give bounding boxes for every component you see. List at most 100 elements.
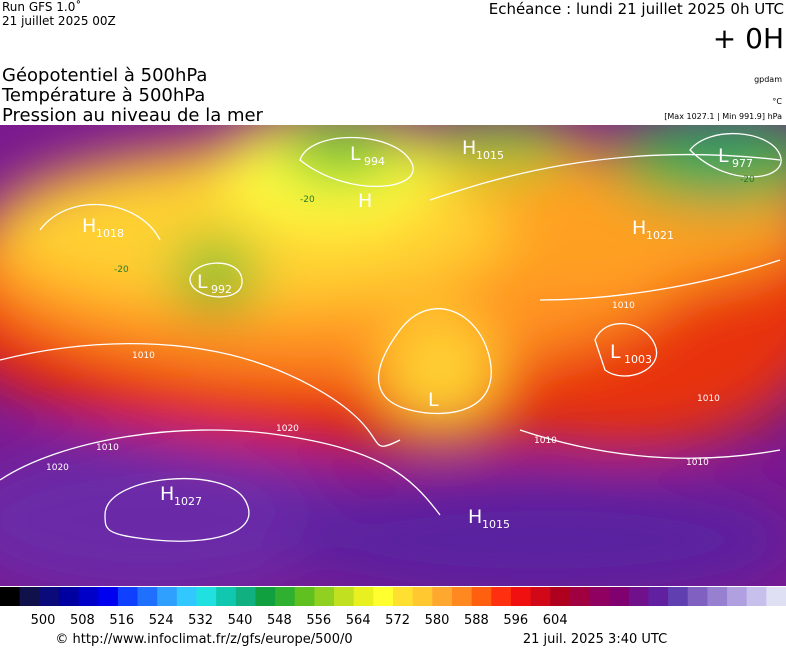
center-value: 992 [211, 283, 232, 296]
colorbar-swatch [334, 587, 355, 606]
colorbar-swatch [746, 587, 767, 606]
map [0, 125, 786, 586]
colorbar-swatch [648, 587, 669, 606]
minmax: [Max 1027.1 | Min 991.9] hPa [664, 112, 782, 121]
colorbar-swatch [216, 587, 237, 606]
colorbar-swatch [589, 587, 610, 606]
center-letter: L [718, 145, 729, 167]
center-letter: H [160, 483, 174, 505]
isobar-label: 1020 [46, 463, 69, 473]
isobars [0, 132, 782, 542]
colorbar-swatch [19, 587, 40, 606]
footer-url: © http://www.infoclimat.fr/z/gfs/europe/… [55, 632, 352, 647]
colorbar-swatch [137, 587, 158, 606]
isobar-label: 1020 [276, 424, 299, 434]
colorbar-swatch [58, 587, 80, 606]
colorbar-swatch [432, 587, 453, 606]
center-letter: L [428, 389, 439, 411]
colorbar-swatch [294, 587, 315, 606]
colorbar-swatch [628, 587, 649, 606]
colorbar-label: 572 [385, 613, 410, 628]
colorbar-swatch [530, 587, 551, 606]
colorbar-swatch [569, 587, 590, 606]
colorbar-swatch [707, 587, 728, 606]
offset: + 0H [713, 22, 784, 55]
colorbar-label: 508 [70, 613, 95, 628]
field: Géopotentiel à 500hPa [2, 65, 207, 86]
run: Run GFS 1.0˚ [2, 0, 81, 14]
isobar-label: 1010 [612, 301, 635, 311]
colorbar-label: 540 [228, 613, 253, 628]
isobar-label: 1010 [686, 458, 709, 468]
center-letter: H [358, 190, 372, 212]
colorbar-swatch [176, 587, 197, 606]
center-value: 1021 [646, 229, 674, 242]
colorbar-swatch [78, 587, 99, 606]
run-date: 21 juillet 2025 00Z [2, 14, 116, 28]
center-letter: H [632, 217, 646, 239]
center-value: 1018 [96, 227, 124, 240]
unit: °C [772, 97, 782, 106]
colorbar-swatch [766, 587, 786, 606]
colorbar-swatch [687, 587, 708, 606]
colorbar-swatch [235, 587, 256, 606]
colorbar-label: 524 [149, 613, 174, 628]
colorbar-label: 548 [267, 613, 292, 628]
colorbar-swatch [451, 587, 473, 606]
center-value: 1015 [476, 149, 504, 162]
footer-time: 21 juil. 2025 3:40 UTC [523, 632, 667, 647]
colorbar-swatch [373, 587, 394, 606]
colorbar-swatch [393, 587, 414, 606]
temp-label: -20 [114, 265, 129, 275]
center-letter: L [610, 341, 621, 363]
unit: gpdam [754, 75, 782, 84]
field-shading [0, 125, 786, 586]
colorbar-swatch [727, 587, 748, 606]
colorbar-label: 588 [464, 613, 489, 628]
colorbar-swatch [117, 587, 139, 606]
center-value: 1027 [174, 495, 202, 508]
colorbar-swatch [412, 587, 433, 606]
colorbar-swatch [353, 587, 374, 606]
field: Température à 500hPa [1, 85, 205, 106]
isobar-label: 1010 [534, 436, 557, 446]
center-value: 994 [364, 155, 385, 168]
colorbar-swatch [98, 587, 119, 606]
colorbar-label: 516 [109, 613, 134, 628]
center-value: 1003 [624, 353, 652, 366]
colorbar-swatch [471, 587, 492, 606]
center-letter: L [197, 271, 208, 293]
colorbar-swatch [196, 587, 217, 606]
colorbar-label: 604 [543, 613, 568, 628]
temp-label: -20 [300, 195, 315, 205]
echeance: Echéance : lundi 21 juillet 2025 0h UTC [489, 0, 784, 18]
center-value: 977 [732, 157, 753, 170]
center-letter: H [82, 215, 96, 237]
field: Pression au niveau de la mer [2, 105, 264, 126]
colorbar-label: 500 [31, 613, 56, 628]
colorbar-swatch [491, 587, 512, 606]
colorbar-swatch [157, 587, 178, 606]
colorbar-swatch [39, 587, 60, 606]
colorbar-swatch [510, 587, 532, 606]
colorbar-label: 564 [346, 613, 371, 628]
isobar-label: 1010 [132, 351, 155, 361]
colorbar-label: 596 [503, 613, 528, 628]
isobar-label: 1010 [96, 443, 119, 453]
colorbar-swatch [550, 587, 571, 606]
colorbar-swatch [668, 587, 689, 606]
center-letter: H [462, 137, 476, 159]
colorbar-swatch [609, 587, 630, 606]
colorbar-label: 580 [425, 613, 450, 628]
colorbar-label: 556 [306, 613, 331, 628]
center-letter: H [468, 506, 482, 528]
isobar-label: 1010 [697, 394, 720, 404]
colorbar-swatch [275, 587, 296, 606]
center-letter: L [350, 143, 361, 165]
colorbar-swatch [314, 587, 335, 606]
colorbar-label: 532 [188, 613, 213, 628]
temp-label: -20 [740, 175, 755, 185]
center-value: 1015 [482, 518, 510, 531]
